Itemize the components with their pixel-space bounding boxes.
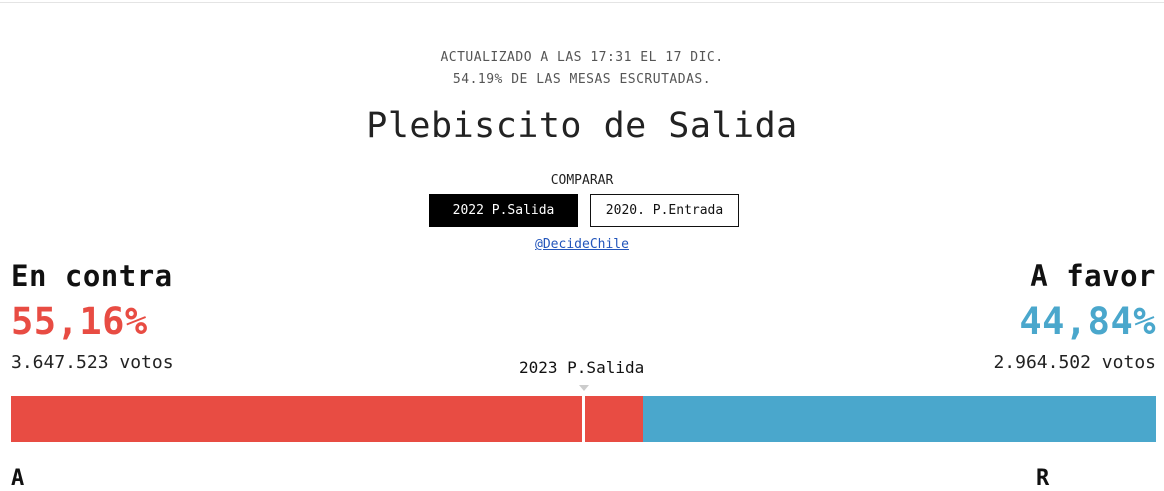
- against-bar-segment: [11, 396, 643, 442]
- compare-2020-entrada-button[interactable]: 2020. P.Entrada: [590, 194, 739, 227]
- reference-marker-triangle-icon: [579, 385, 589, 391]
- in-favor-label: A favor: [1030, 259, 1156, 293]
- page-title: Plebiscito de Salida: [366, 106, 798, 146]
- compare-label: COMPARAR: [550, 173, 614, 188]
- bottom-left-partial-label: A: [11, 466, 25, 491]
- in-favor-votes: 2.964.502 votos: [993, 352, 1156, 373]
- compare-2022-salida-button[interactable]: 2022 P.Salida: [429, 194, 578, 227]
- top-divider: [0, 2, 1164, 3]
- against-percent: 55,16%: [11, 300, 148, 343]
- source-link-container: @DecideChile: [0, 237, 1164, 252]
- reference-marker-line: [582, 396, 585, 442]
- decidechile-link[interactable]: @DecideChile: [535, 237, 629, 252]
- in-favor-percent: 44,84%: [1019, 300, 1156, 343]
- reference-marker-label: 2023 P.Salida: [519, 358, 645, 377]
- update-timestamp: ACTUALIZADO A LAS 17:31 EL 17 DIC.: [440, 50, 724, 65]
- against-label: En contra: [11, 259, 173, 293]
- result-bar: [11, 396, 1156, 442]
- bottom-right-partial-label: R: [1036, 466, 1050, 491]
- counted-tables-status: 54.19% DE LAS MESAS ESCRUTADAS.: [452, 72, 712, 87]
- against-votes: 3.647.523 votos: [11, 352, 174, 373]
